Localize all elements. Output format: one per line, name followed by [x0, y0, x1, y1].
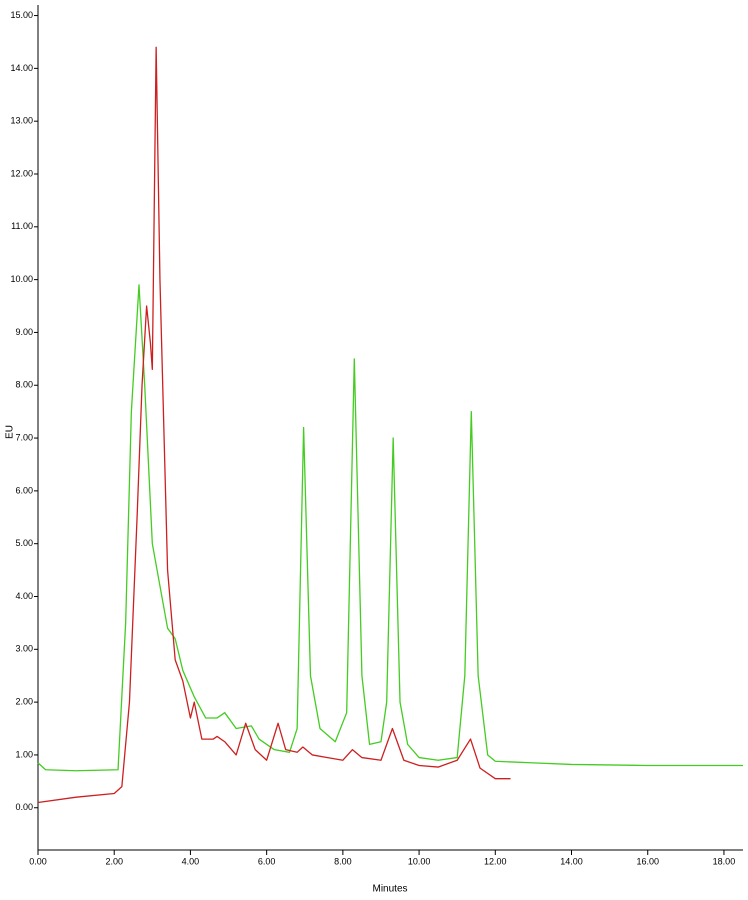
x-tick-label: 6.00	[258, 856, 276, 866]
y-tick-label: 10.00	[10, 274, 33, 284]
y-tick-label: 2.00	[15, 697, 33, 707]
series-line	[37, 46, 511, 804]
x-tick-label: 14.00	[560, 856, 583, 866]
x-tick-label: 4.00	[182, 856, 200, 866]
x-tick-label: 8.00	[334, 856, 352, 866]
y-tick-label: 7.00	[15, 432, 33, 442]
x-axis-label: Minutes	[372, 884, 407, 895]
x-tick-label: 16.00	[636, 856, 659, 866]
y-tick-label: 6.00	[15, 485, 33, 495]
y-tick-label: 12.00	[10, 168, 33, 178]
y-axis-label: EU	[5, 425, 16, 439]
y-tick-label: 5.00	[15, 538, 33, 548]
y-tick-label: 8.00	[15, 380, 33, 390]
y-tick-label: 14.00	[10, 63, 33, 73]
y-tick-label: 3.00	[15, 644, 33, 654]
y-tick-label: 15.00	[10, 10, 33, 20]
y-tick-label: 0.00	[15, 802, 33, 812]
x-tick-label: 12.00	[484, 856, 507, 866]
y-tick-label: 13.00	[10, 116, 33, 126]
x-tick-label: 18.00	[713, 856, 736, 866]
series-line	[37, 284, 743, 772]
x-tick-label: 10.00	[408, 856, 431, 866]
y-tick-label: 1.00	[15, 749, 33, 759]
x-tick-label: 0.00	[29, 856, 47, 866]
y-tick-label: 11.00	[11, 221, 33, 231]
y-tick-label: 4.00	[15, 591, 33, 601]
x-tick-label: 2.00	[105, 856, 123, 866]
y-tick-label: 9.00	[15, 327, 33, 337]
